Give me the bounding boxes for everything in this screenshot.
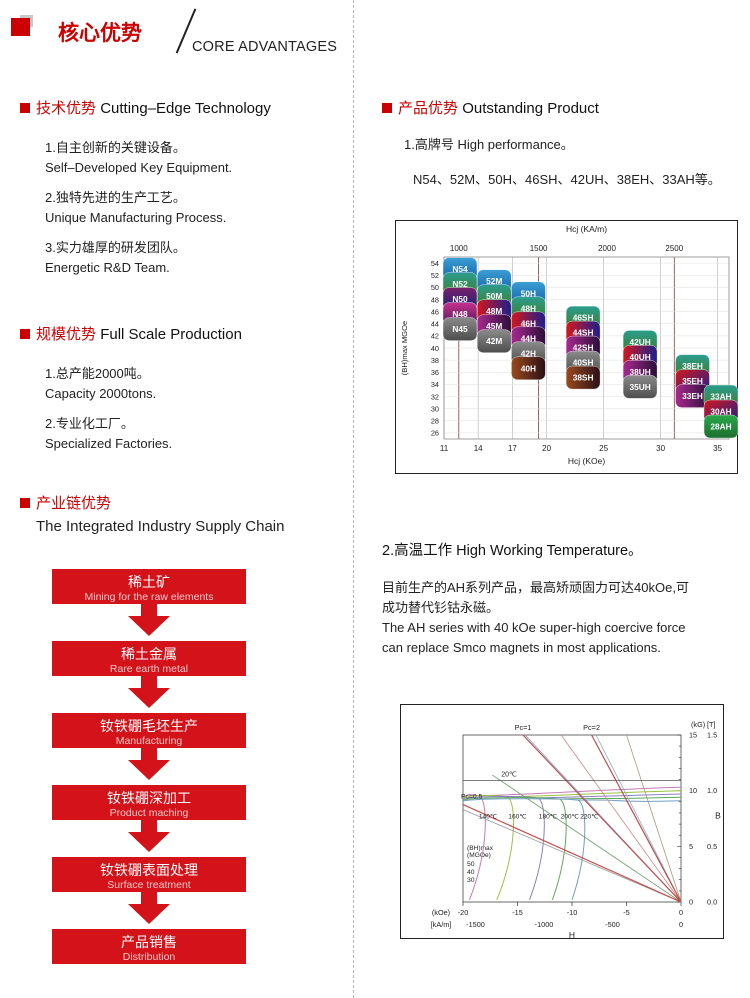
svg-text:(kG): (kG) xyxy=(691,720,705,729)
svg-text:0: 0 xyxy=(689,898,693,907)
svg-text:B: B xyxy=(715,811,721,821)
svg-text:1000: 1000 xyxy=(450,244,468,253)
svg-text:50: 50 xyxy=(467,861,475,868)
svg-text:-15: -15 xyxy=(512,908,523,917)
svg-text:220℃: 220℃ xyxy=(580,814,599,821)
svg-text:10: 10 xyxy=(689,786,697,795)
svg-text:180℃: 180℃ xyxy=(539,814,558,821)
svg-text:35UH: 35UH xyxy=(629,382,650,392)
svg-text:Hcj (KA/m): Hcj (KA/m) xyxy=(566,224,607,234)
svg-text:-5: -5 xyxy=(623,908,630,917)
svg-text:0: 0 xyxy=(679,920,683,929)
svg-text:26: 26 xyxy=(431,429,439,438)
svg-text:0.0: 0.0 xyxy=(707,898,717,907)
svg-text:52: 52 xyxy=(431,271,439,280)
svg-text:15: 15 xyxy=(689,731,697,740)
svg-text:[kA/m]: [kA/m] xyxy=(431,920,452,929)
svg-text:32: 32 xyxy=(431,392,439,401)
svg-text:200℃: 200℃ xyxy=(561,814,580,821)
svg-text:44: 44 xyxy=(431,320,439,329)
svg-text:42M: 42M xyxy=(486,336,502,346)
svg-text:-1000: -1000 xyxy=(535,920,554,929)
svg-text:140℃: 140℃ xyxy=(479,814,498,821)
svg-text:40: 40 xyxy=(467,869,475,876)
svg-text:[T]: [T] xyxy=(707,720,716,729)
svg-text:-10: -10 xyxy=(567,908,578,917)
svg-text:14: 14 xyxy=(474,444,483,453)
svg-text:0: 0 xyxy=(679,908,683,917)
svg-text:Hcj (KOe): Hcj (KOe) xyxy=(568,456,605,466)
svg-text:H: H xyxy=(569,930,575,940)
svg-text:42: 42 xyxy=(431,332,439,341)
svg-text:46: 46 xyxy=(431,307,439,316)
svg-text:33EH: 33EH xyxy=(682,391,703,401)
svg-text:Pc=1: Pc=1 xyxy=(515,723,532,732)
svg-text:-1500: -1500 xyxy=(466,920,485,929)
svg-text:(MGOe): (MGOe) xyxy=(467,852,491,859)
svg-text:2000: 2000 xyxy=(598,244,616,253)
svg-text:(BH)max MGOe: (BH)max MGOe xyxy=(400,321,409,375)
svg-text:-500: -500 xyxy=(605,920,620,929)
svg-text:30: 30 xyxy=(467,877,475,884)
svg-text:35: 35 xyxy=(713,444,722,453)
svg-text:30: 30 xyxy=(431,405,439,414)
svg-text:20: 20 xyxy=(542,444,551,453)
svg-text:20℃: 20℃ xyxy=(501,772,517,779)
svg-text:40H: 40H xyxy=(521,363,536,373)
svg-text:Pc=2: Pc=2 xyxy=(583,723,600,732)
svg-text:28: 28 xyxy=(431,417,439,426)
svg-text:28AH: 28AH xyxy=(710,422,731,432)
svg-text:36: 36 xyxy=(431,368,439,377)
svg-text:1.5: 1.5 xyxy=(707,731,717,740)
svg-text:(BH)max: (BH)max xyxy=(467,845,494,852)
svg-text:34: 34 xyxy=(431,380,439,389)
svg-text:25: 25 xyxy=(599,444,608,453)
svg-text:160℃: 160℃ xyxy=(508,814,527,821)
svg-text:38: 38 xyxy=(431,356,439,365)
svg-text:Pc=0.5: Pc=0.5 xyxy=(461,794,483,801)
svg-text:2500: 2500 xyxy=(665,244,683,253)
svg-text:1.0: 1.0 xyxy=(707,786,717,795)
svg-text:(kOe): (kOe) xyxy=(432,908,450,917)
svg-text:17: 17 xyxy=(508,444,517,453)
svg-text:1500: 1500 xyxy=(530,244,548,253)
svg-text:48: 48 xyxy=(431,295,439,304)
svg-text:30: 30 xyxy=(656,444,665,453)
svg-text:40: 40 xyxy=(431,344,439,353)
svg-text:11: 11 xyxy=(440,444,449,453)
svg-text:54: 54 xyxy=(431,259,439,268)
svg-text:50: 50 xyxy=(431,283,439,292)
svg-text:38SH: 38SH xyxy=(573,373,594,383)
svg-text:N45: N45 xyxy=(452,324,468,334)
svg-text:0.5: 0.5 xyxy=(707,842,717,851)
svg-text:5: 5 xyxy=(689,842,693,851)
svg-text:-20: -20 xyxy=(458,908,469,917)
